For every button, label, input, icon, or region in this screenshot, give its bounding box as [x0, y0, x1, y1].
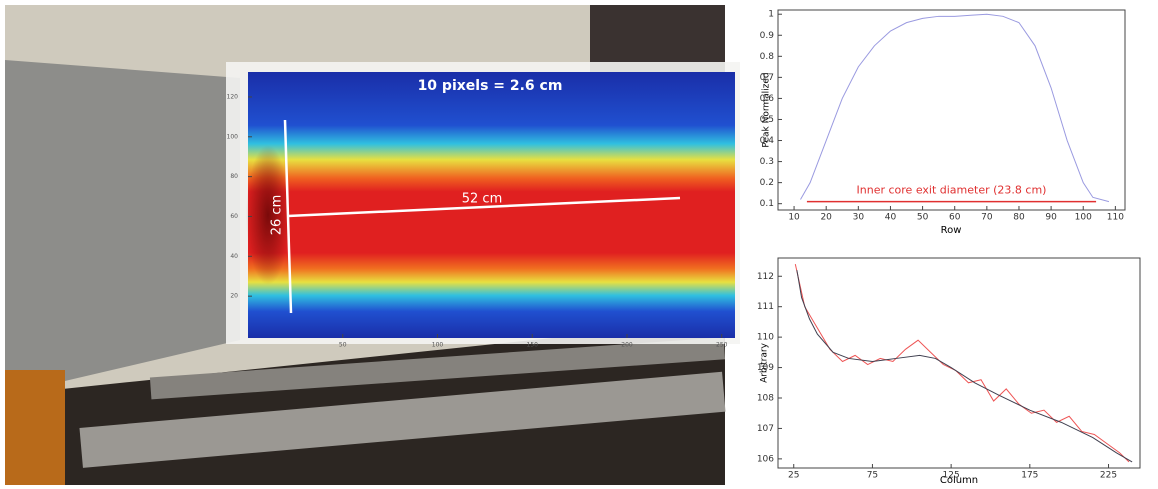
y-axis-label: Peak Normalized [762, 72, 772, 147]
x-tick-label: 90 [1045, 213, 1057, 223]
x-tick-label: 100 [432, 342, 444, 349]
y-tick-label: 111 [757, 302, 774, 312]
annotation: 52 cm [462, 192, 503, 207]
x-tick-label: 50 [917, 213, 929, 223]
y-tick-label: 107 [757, 424, 774, 434]
x-tick-label: 80 [1013, 213, 1025, 223]
series-label: Inner core exit diameter (23.8 cm) [857, 184, 1047, 197]
x-axis-label: Row [941, 225, 962, 236]
y-tick-label: 112 [757, 272, 774, 282]
y-tick-label: 100 [227, 133, 239, 140]
x-tick-label: 10 [788, 213, 800, 223]
x-tick-label: 40 [885, 213, 897, 223]
x-tick-label: 75 [867, 471, 878, 481]
x-tick-label: 70 [981, 213, 993, 223]
x-tick-label: 25 [788, 471, 799, 481]
y-tick-label: 0.4 [760, 136, 775, 146]
x-tick-label: 200 [621, 342, 633, 349]
y-tick-label: 109 [757, 363, 774, 373]
y-axis-label: Arbitrary [760, 342, 770, 383]
x-tick-label: 100 [1075, 213, 1092, 223]
plot-frame [777, 9, 1126, 211]
y-tick-label: 106 [757, 454, 774, 464]
plot-frame [777, 257, 1141, 469]
y-tick-label: 0.7 [760, 73, 774, 83]
y-tick-label: 0.3 [760, 157, 774, 167]
x-tick-label: 175 [1021, 471, 1038, 481]
y-tick-label: 108 [757, 394, 774, 404]
y-tick-label: 20 [230, 293, 238, 300]
data-line [800, 13, 1110, 203]
data-line [796, 270, 1133, 463]
y-tick-label: 120 [227, 93, 239, 100]
y-tick-label: 0.1 [760, 199, 774, 209]
heatmap: 10 pixels = 2.6 cm 26 cm 52 cm [226, 62, 740, 344]
y-tick-label: 60 [230, 213, 238, 220]
x-tick-label: 125 [943, 471, 960, 481]
x-tick-label: 225 [1100, 471, 1117, 481]
y-tick-label: 0.5 [760, 115, 774, 125]
y-tick-label: 80 [230, 173, 238, 180]
x-tick-label: 60 [949, 213, 961, 223]
x-tick-label: 150 [527, 342, 539, 349]
y-tick-label: 0.9 [760, 31, 775, 41]
y-tick-label: 0.8 [760, 52, 775, 62]
y-tick-label: 40 [230, 253, 238, 260]
y-tick-label: 110 [757, 333, 774, 343]
x-tick-label: 50 [339, 342, 347, 349]
x-tick-label: 250 [716, 342, 728, 349]
x-tick-label: 30 [853, 213, 865, 223]
y-tick-label: 1 [768, 10, 774, 20]
x-axis-label: Column [940, 475, 978, 485]
x-tick-label: 110 [1107, 213, 1124, 223]
y-tick-label: 0.6 [760, 94, 775, 104]
y-tick-label: 0.2 [760, 178, 774, 188]
x-tick-label: 20 [820, 213, 832, 223]
annotation: 26 cm [270, 195, 285, 236]
annotation: 10 pixels = 2.6 cm [418, 78, 563, 94]
